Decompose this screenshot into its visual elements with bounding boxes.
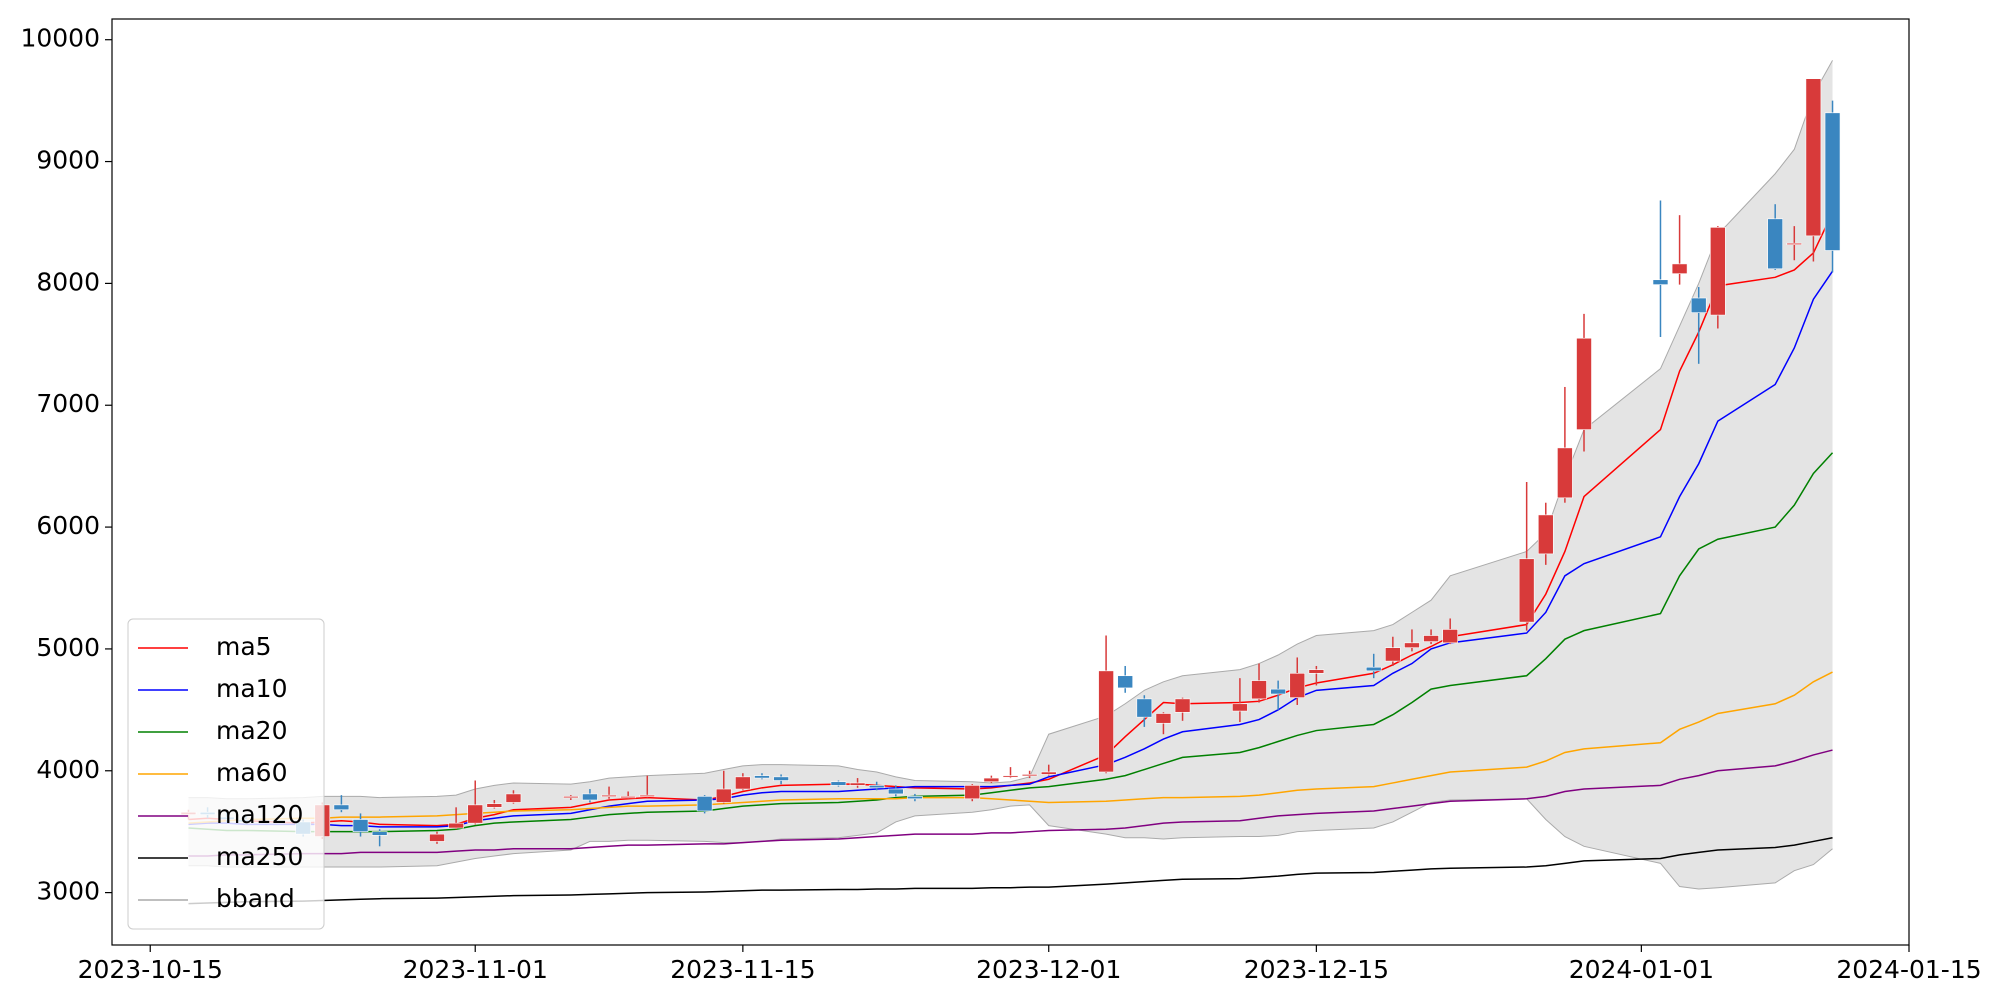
legend-label: ma5	[216, 632, 272, 661]
bband-area	[188, 60, 1833, 889]
x-tick-label: 2024-01-01	[1569, 955, 1714, 984]
y-tick-label: 5000	[36, 633, 100, 662]
candle-body	[486, 803, 503, 808]
candle-body	[887, 788, 904, 795]
candle-body	[582, 793, 598, 801]
candle-body	[563, 796, 579, 799]
legend-label: bband	[216, 884, 295, 913]
candle-body	[907, 796, 923, 800]
candle-body	[429, 833, 445, 842]
candle-body	[620, 796, 636, 799]
candle-body	[352, 819, 369, 832]
candle-body	[1365, 666, 1382, 672]
candle-body	[1232, 703, 1248, 712]
bband-lower	[188, 798, 1833, 890]
candle-body	[1710, 227, 1726, 316]
legend-label: ma250	[216, 842, 303, 871]
candle-body	[1537, 514, 1554, 555]
x-tick-label: 2023-10-15	[78, 955, 223, 984]
candle-body	[1423, 635, 1439, 642]
y-tick-label: 10000	[20, 24, 100, 53]
candle-body	[1021, 774, 1038, 777]
x-tick-label: 2023-12-15	[1244, 955, 1389, 984]
legend-label: ma60	[216, 758, 287, 787]
x-tick-label: 2023-11-15	[670, 955, 815, 984]
candle-body	[1155, 713, 1172, 724]
ma-line	[188, 749, 1833, 857]
candle-body	[1174, 698, 1191, 713]
candle-body	[505, 793, 522, 803]
candle-body	[1002, 775, 1019, 778]
band-layer	[188, 60, 1833, 890]
candle-body	[1442, 629, 1458, 644]
candle-body	[1767, 218, 1783, 270]
legend-label: ma10	[216, 674, 287, 703]
legend-label: ma120	[216, 800, 303, 829]
candle-body	[448, 822, 464, 829]
candle-body	[1652, 279, 1669, 285]
y-tick-label: 6000	[36, 511, 100, 540]
candle-body	[696, 796, 713, 812]
candle-body	[1289, 672, 1306, 698]
candle-body	[333, 804, 350, 811]
candle-body	[639, 794, 656, 797]
plot-frame	[111, 18, 1910, 946]
ma-line	[188, 837, 1833, 905]
candle-body	[1117, 675, 1134, 689]
candle-body	[1824, 112, 1841, 251]
candle-body	[964, 785, 981, 800]
y-tick-label: 9000	[36, 146, 100, 175]
candle-body	[773, 776, 789, 781]
candle-body	[754, 775, 770, 779]
axes-layer: 3000 4000 5000 6000 7000 8000 9000 10000 2023-10…	[20, 18, 1982, 984]
candle-body	[1671, 263, 1688, 274]
candle-body	[715, 788, 732, 803]
candle-body	[1136, 698, 1153, 718]
candle-body	[1098, 670, 1114, 773]
y-tick-label: 3000	[36, 877, 100, 906]
candle-body	[1786, 242, 1803, 245]
candle-body	[467, 804, 484, 824]
candle-body	[371, 831, 388, 836]
candle-body	[983, 777, 1000, 783]
candle-body	[601, 794, 617, 797]
y-tick-label: 7000	[36, 389, 100, 418]
y-tick-label: 4000	[36, 755, 100, 784]
candle-body	[1251, 680, 1267, 700]
candle-body	[830, 781, 847, 786]
candle-body	[868, 785, 885, 789]
x-tick-label: 2023-11-01	[403, 955, 548, 984]
candle-body	[1385, 647, 1401, 662]
candle-body	[1518, 558, 1535, 623]
candle-body	[1557, 447, 1573, 499]
x-tick-label: 2023-12-01	[976, 955, 1121, 984]
candle-body	[1404, 642, 1420, 649]
candle-body	[1308, 669, 1325, 674]
candle-body	[1690, 297, 1707, 313]
candle-body	[1805, 78, 1822, 237]
candle-body	[1040, 771, 1057, 775]
candle-body	[849, 782, 866, 786]
legend-label: ma20	[216, 716, 287, 745]
y-tick-label: 8000	[36, 267, 100, 296]
legend-box	[127, 618, 325, 930]
candle-body	[1270, 688, 1286, 695]
candle-body	[1576, 337, 1592, 430]
x-tick-label: 2024-01-15	[1836, 955, 1981, 984]
candle-body	[735, 776, 751, 790]
legend: ma5 ma10 ma20 ma60 ma120 ma250 bband	[127, 618, 325, 930]
